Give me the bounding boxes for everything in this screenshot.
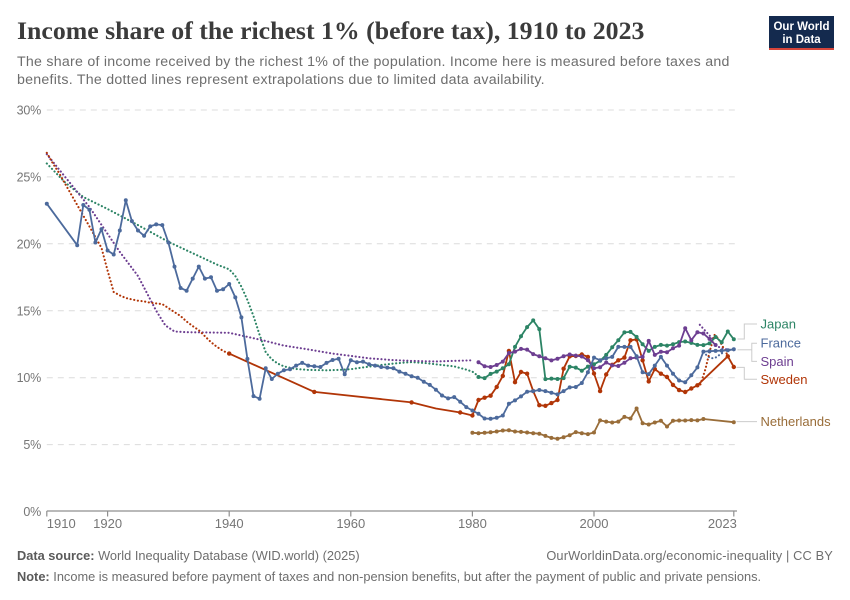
svg-text:1910: 1910 (47, 516, 76, 531)
svg-text:2023: 2023 (708, 516, 737, 531)
svg-text:20%: 20% (17, 237, 42, 251)
svg-text:2000: 2000 (580, 516, 609, 531)
svg-text:10%: 10% (17, 371, 42, 385)
svg-text:15%: 15% (17, 304, 42, 318)
svg-text:Sweden: Sweden (761, 372, 808, 387)
svg-text:Netherlands: Netherlands (761, 414, 832, 429)
svg-text:0%: 0% (23, 505, 41, 519)
svg-text:30%: 30% (17, 104, 42, 118)
svg-text:1980: 1980 (458, 516, 487, 531)
svg-text:Japan: Japan (761, 317, 796, 332)
svg-text:25%: 25% (17, 170, 42, 184)
svg-text:France: France (761, 336, 801, 351)
svg-text:1940: 1940 (215, 516, 244, 531)
svg-text:1960: 1960 (336, 516, 365, 531)
svg-text:Spain: Spain (761, 354, 794, 369)
svg-text:1920: 1920 (93, 516, 122, 531)
svg-text:5%: 5% (23, 438, 41, 452)
